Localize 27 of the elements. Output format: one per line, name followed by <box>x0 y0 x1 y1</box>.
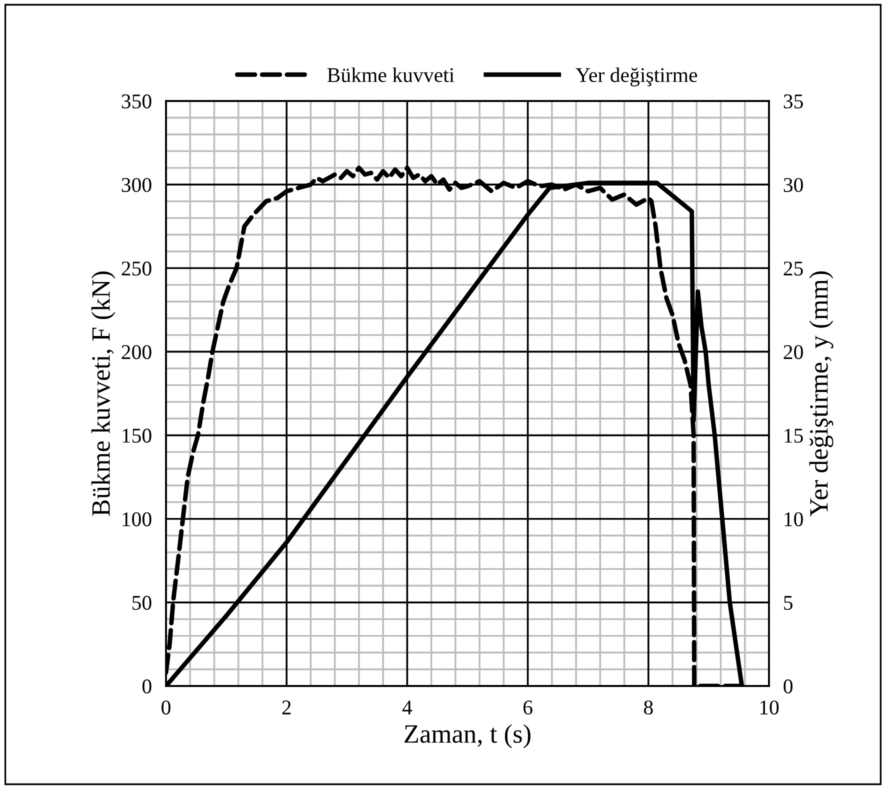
y-axis-title: Bükme kuvveti, F (kN) <box>91 272 116 516</box>
x-tick-label: 10 <box>760 700 779 715</box>
y2-axis-title: Yer değiştirme, y (mm) <box>809 271 834 516</box>
y-tick-label: 0 <box>142 679 152 694</box>
x-tick-label: 8 <box>644 700 653 715</box>
y-tick-label: 150 <box>122 428 152 443</box>
legend-label: Yer değiştirme <box>576 67 698 86</box>
y2-tick-label: 0 <box>784 679 793 694</box>
y-tick-label: 300 <box>122 178 152 192</box>
y2-tick-label: 5 <box>784 596 792 610</box>
y-tick-label: 350 <box>122 94 152 108</box>
x-tick-label: 0 <box>162 700 170 715</box>
x-axis-title: Zaman, t (s) <box>404 724 530 748</box>
y2-tick-label: 35 <box>784 94 803 108</box>
x-tick-label: 6 <box>523 700 532 715</box>
y2-tick-label: 30 <box>784 178 803 192</box>
legend-label: Bükme kuvveti <box>327 67 454 82</box>
y-tick-label: 200 <box>122 345 152 360</box>
y-tick-label: 250 <box>122 262 152 276</box>
y2-tick-label: 15 <box>784 428 803 443</box>
y-tick-label: 100 <box>122 512 152 526</box>
x-tick-label: 2 <box>282 700 291 714</box>
y2-tick-label: 10 <box>784 512 803 526</box>
x-tick-label: 4 <box>402 700 412 714</box>
y-tick-label: 50 <box>132 596 152 610</box>
y2-tick-label: 25 <box>784 262 803 276</box>
y2-tick-label: 20 <box>784 345 803 360</box>
